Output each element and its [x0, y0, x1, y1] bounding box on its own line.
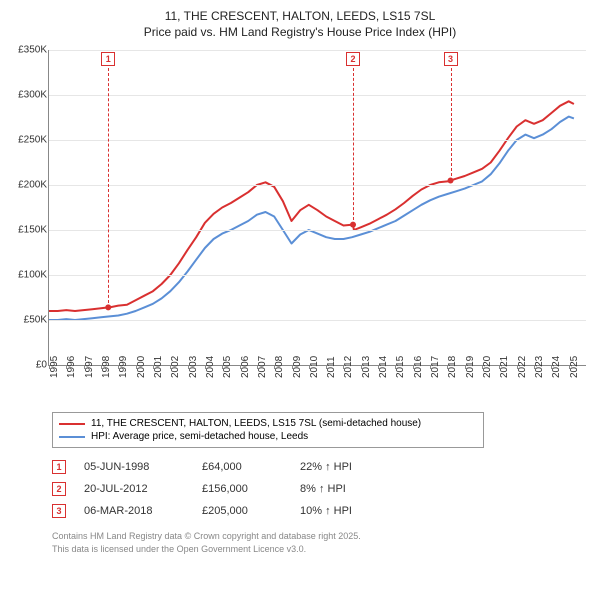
x-axis-label: 2025: [569, 356, 580, 378]
y-axis-label: £250K: [9, 135, 47, 146]
transaction-row: 2 20-JUL-2012 £156,000 8% ↑ HPI: [52, 478, 592, 500]
y-axis-label: £150K: [9, 225, 47, 236]
x-axis-label: 2008: [274, 356, 285, 378]
footer-attribution: Contains HM Land Registry data © Crown c…: [52, 530, 592, 554]
title-block: 11, THE CRESCENT, HALTON, LEEDS, LS15 7S…: [8, 8, 592, 40]
y-axis-label: £200K: [9, 180, 47, 191]
y-axis-label: £300K: [9, 90, 47, 101]
transaction-date: 05-JUN-1998: [84, 461, 184, 473]
title-line-2: Price paid vs. HM Land Registry's House …: [8, 24, 592, 40]
transaction-date: 20-JUL-2012: [84, 483, 184, 495]
transaction-delta: 8% ↑ HPI: [300, 483, 400, 495]
transaction-price: £205,000: [202, 505, 282, 517]
y-gridline: [49, 230, 586, 231]
x-axis-label: 2011: [326, 357, 337, 379]
transaction-date: 06-MAR-2018: [84, 505, 184, 517]
x-axis-label: 2015: [395, 356, 406, 378]
transaction-marker: 2: [52, 482, 66, 496]
x-axis-label: 2002: [170, 356, 181, 378]
x-axis-label: 2024: [551, 356, 562, 378]
transaction-row: 1 05-JUN-1998 £64,000 22% ↑ HPI: [52, 456, 592, 478]
transaction-delta: 10% ↑ HPI: [300, 505, 400, 517]
chart-series-0: [49, 102, 574, 312]
x-axis-label: 2003: [188, 356, 199, 378]
transaction-row: 3 06-MAR-2018 £205,000 10% ↑ HPI: [52, 500, 592, 522]
y-gridline: [49, 95, 586, 96]
x-axis-label: 2019: [465, 356, 476, 378]
legend-item: HPI: Average price, semi-detached house,…: [59, 430, 477, 443]
transaction-price: £156,000: [202, 483, 282, 495]
x-axis-label: 1998: [101, 356, 112, 378]
x-axis-label: 1996: [66, 356, 77, 378]
y-gridline: [49, 185, 586, 186]
marker-line: [353, 68, 354, 225]
transaction-table: 1 05-JUN-1998 £64,000 22% ↑ HPI 2 20-JUL-2012…: [52, 456, 592, 522]
x-axis-label: 2013: [361, 356, 372, 378]
x-axis-label: 2001: [153, 356, 164, 378]
chart-series-1: [49, 117, 574, 320]
transaction-price: £64,000: [202, 461, 282, 473]
legend-swatch: [59, 436, 85, 438]
y-axis-label: £350K: [9, 45, 47, 56]
x-axis-label: 1999: [118, 356, 129, 378]
x-axis-label: 2014: [378, 356, 389, 378]
x-axis-label: 2004: [205, 356, 216, 378]
y-gridline: [49, 275, 586, 276]
chart-container: 11, THE CRESCENT, HALTON, LEEDS, LS15 7S…: [0, 0, 600, 559]
legend-item: 11, THE CRESCENT, HALTON, LEEDS, LS15 7S…: [59, 417, 477, 430]
legend-label: HPI: Average price, semi-detached house,…: [91, 431, 308, 442]
title-line-1: 11, THE CRESCENT, HALTON, LEEDS, LS15 7S…: [8, 8, 592, 24]
x-axis-label: 2016: [413, 356, 424, 378]
x-axis-label: 2006: [240, 356, 251, 378]
legend: 11, THE CRESCENT, HALTON, LEEDS, LS15 7S…: [52, 412, 484, 448]
legend-label: 11, THE CRESCENT, HALTON, LEEDS, LS15 7S…: [91, 418, 421, 429]
transaction-marker: 1: [52, 460, 66, 474]
marker-box: 1: [101, 52, 115, 66]
x-axis-label: 2009: [292, 356, 303, 378]
plot-area: £0£50K£100K£150K£200K£250K£300K£350K1995…: [48, 50, 586, 366]
x-axis-label: 2012: [343, 356, 354, 378]
chart: £0 £50K £100K £150K £200K £250K £300K £350K 1995…: [8, 46, 592, 406]
x-axis-label: 1997: [84, 356, 95, 378]
footer-line-1: Contains HM Land Registry data © Crown c…: [52, 530, 592, 542]
marker-line: [451, 68, 452, 181]
x-axis-label: 2020: [482, 356, 493, 378]
x-axis-label: 2022: [517, 356, 528, 378]
x-axis-label: 2000: [136, 356, 147, 378]
y-axis-label: £50K: [9, 315, 47, 326]
marker-box: 2: [346, 52, 360, 66]
y-gridline: [49, 140, 586, 141]
line-svg: [49, 50, 586, 365]
transaction-delta: 22% ↑ HPI: [300, 461, 400, 473]
x-axis-label: 2010: [309, 356, 320, 378]
y-axis-label: £0: [9, 360, 47, 371]
y-gridline: [49, 320, 586, 321]
transaction-marker: 3: [52, 504, 66, 518]
marker-box: 3: [444, 52, 458, 66]
marker-line: [108, 68, 109, 307]
x-axis-label: 2005: [222, 356, 233, 378]
legend-swatch: [59, 423, 85, 425]
x-axis-label: 2017: [430, 356, 441, 378]
x-axis-label: 2018: [447, 356, 458, 378]
x-axis-label: 2007: [257, 356, 268, 378]
footer-line-2: This data is licensed under the Open Gov…: [52, 543, 592, 555]
x-axis-label: 1995: [49, 356, 60, 378]
y-gridline: [49, 50, 586, 51]
x-axis-label: 2023: [534, 356, 545, 378]
y-axis-label: £100K: [9, 270, 47, 281]
x-axis-label: 2021: [499, 356, 510, 378]
